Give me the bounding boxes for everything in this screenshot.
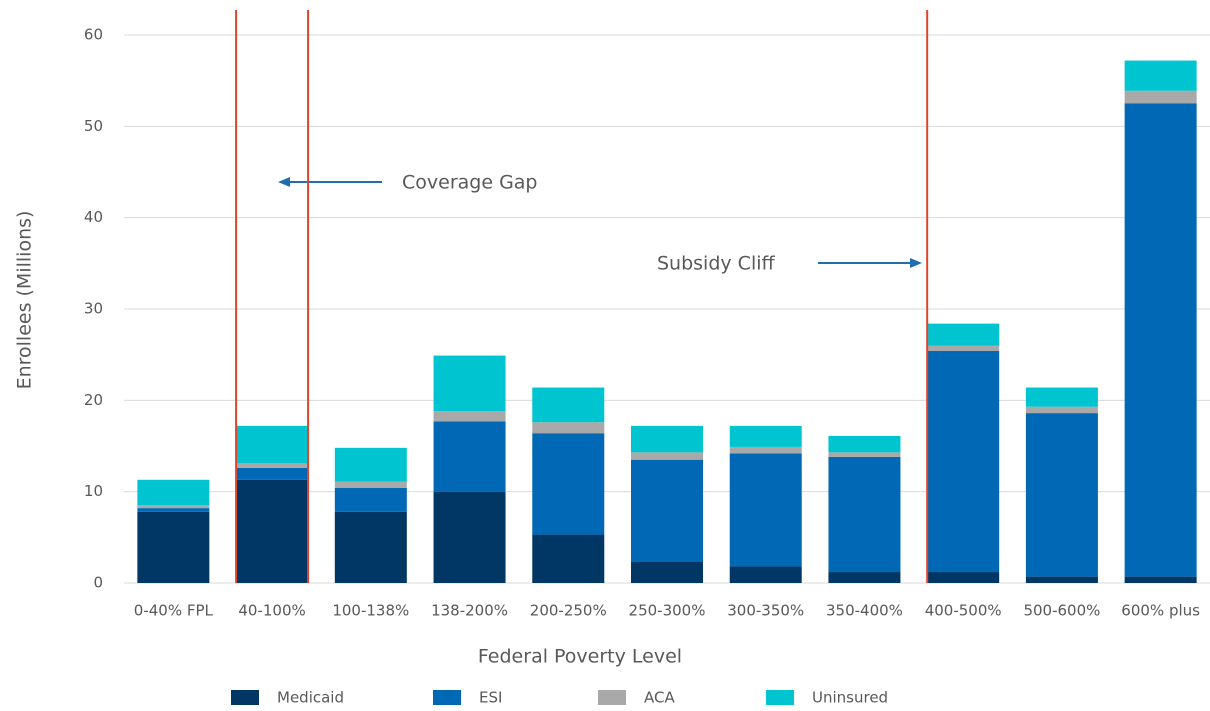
x-tick-label: 300-350% [727, 602, 804, 620]
legend-swatch [766, 690, 794, 705]
bar-segment [828, 435, 901, 453]
y-tick-label: 30 [84, 300, 103, 318]
y-axis-label: Enrollees (Millions) [14, 211, 36, 390]
y-tick-label: 10 [84, 482, 103, 500]
x-tick-label: 350-400% [826, 602, 903, 620]
bar-segment [927, 572, 1000, 583]
bar-segment [927, 323, 1000, 346]
bar-segment [236, 463, 309, 468]
annotation: Coverage Gap [402, 172, 538, 194]
bar-segment [828, 452, 901, 457]
bar-segment [1124, 103, 1197, 577]
x-tick-label: 138-200% [431, 602, 508, 620]
bar-segment [828, 572, 901, 583]
x-tick-label: 200-250% [530, 602, 607, 620]
bar-segment [137, 511, 210, 583]
x-tick-label: 40-100% [238, 602, 305, 620]
bar-segment [236, 479, 309, 583]
bar-segment [433, 491, 506, 583]
bar-segment [1025, 576, 1098, 583]
x-tick-label: 250-300% [629, 602, 706, 620]
bar-segment [631, 459, 703, 562]
bar-segment [334, 511, 407, 583]
bar-segment [927, 345, 1000, 352]
bar-segment [137, 479, 210, 506]
bar-segment [729, 425, 802, 447]
bar-segment [532, 422, 605, 434]
y-tick-label: 50 [84, 117, 103, 135]
legend-label: ESI [479, 689, 502, 707]
bar-segment [1124, 90, 1197, 104]
bar-segment [729, 453, 802, 567]
bar-segment [334, 488, 407, 512]
x-axis-label: Federal Poverty Level [478, 646, 682, 668]
arrow [278, 177, 382, 187]
bar-segment [137, 508, 210, 512]
x-tick-label: 0-40% FPL [134, 602, 214, 620]
bar-segment [532, 387, 605, 423]
bar-segment [1025, 413, 1098, 577]
legend-swatch [598, 690, 626, 705]
bar-segment [334, 481, 407, 489]
arrow [818, 258, 922, 268]
bar-segment [729, 566, 802, 583]
x-tick-label: 600% plus [1121, 602, 1200, 620]
bar-segment [236, 467, 309, 480]
annotation: Subsidy Cliff [657, 253, 776, 275]
bar-segment [631, 452, 703, 460]
x-tick-label: 500-600% [1023, 602, 1100, 620]
bar-segment [1025, 387, 1098, 407]
bar-segment [729, 446, 802, 454]
bar-segment [927, 351, 1000, 573]
bar-segment [433, 355, 506, 412]
bar-segment [1124, 60, 1197, 91]
legend-swatch [231, 690, 259, 705]
legend-swatch [433, 690, 461, 705]
bar-segment [334, 447, 407, 482]
x-tick-label: 100-138% [332, 602, 409, 620]
bar-segment [828, 456, 901, 573]
bar-segment [1025, 406, 1098, 414]
bar-segment [631, 425, 703, 453]
legend-label: Uninsured [812, 689, 888, 707]
y-tick-label: 20 [84, 391, 103, 409]
bar-segment [236, 425, 309, 464]
y-tick-label: 0 [93, 574, 103, 592]
bar-segment [532, 534, 605, 583]
bar-segment [532, 433, 605, 535]
bar-segment [137, 505, 210, 509]
legend-label: ACA [644, 689, 675, 707]
y-tick-label: 40 [84, 208, 103, 226]
legend-label: Medicaid [277, 689, 344, 707]
bar-segment [433, 411, 506, 422]
x-tick-label: 400-500% [925, 602, 1002, 620]
bar-segment [631, 561, 703, 583]
bar-segment [1124, 576, 1197, 583]
y-tick-label: 60 [84, 26, 103, 44]
bar-segment [433, 421, 506, 492]
